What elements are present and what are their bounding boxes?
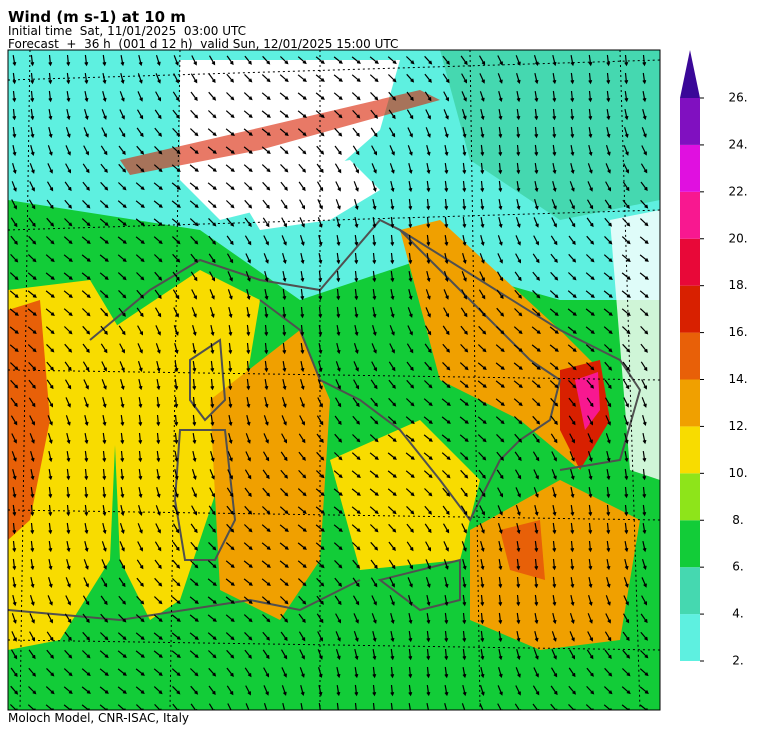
map-title: Wind (m s-1) at 10 m <box>8 8 186 26</box>
colorbar-label: 4. <box>732 607 743 621</box>
colorbar-band <box>680 238 700 286</box>
wind-field <box>400 220 600 470</box>
forecast-time: Forecast + 36 h (001 d 12 h) valid Sun, … <box>8 37 398 51</box>
colorbar-band <box>680 144 700 192</box>
map <box>8 50 660 710</box>
colorbar-band <box>680 426 700 474</box>
initial-time: Initial time Sat, 11/01/2025 03:00 UTC <box>8 24 246 38</box>
colorbar-band <box>680 285 700 333</box>
colorbar-label: 24. <box>728 137 747 151</box>
colorbar-band <box>680 98 700 145</box>
colorbar-band <box>680 567 700 615</box>
colorbar-band <box>680 614 700 661</box>
colorbar-label: 26. <box>728 91 747 105</box>
wind-field <box>110 270 260 620</box>
graticule <box>8 50 660 710</box>
wind-field <box>440 50 660 220</box>
colorbar-label: 16. <box>728 325 747 339</box>
wind-field <box>470 480 640 650</box>
colorbar-band <box>680 191 700 239</box>
wind-arrows <box>9 54 649 710</box>
footer: Moloch Model, CNR-ISAC, Italy <box>8 711 189 725</box>
colorbar-band <box>680 379 700 427</box>
colorbar-extension <box>680 50 700 98</box>
colorbar-label: 6. <box>732 560 743 574</box>
colorbar-band <box>680 332 700 380</box>
colorbar-label: 18. <box>728 278 747 292</box>
wind-field <box>8 300 50 540</box>
colorbar-label: 10. <box>728 466 747 480</box>
wind-field <box>500 520 545 580</box>
wind-field <box>330 420 480 570</box>
colorbar-label: 8. <box>732 513 743 527</box>
colorbar-label: 20. <box>728 231 747 245</box>
map-frame <box>7 49 661 711</box>
wind-field <box>575 372 600 430</box>
wind-field <box>120 90 440 175</box>
colorbar-label: 22. <box>728 184 747 198</box>
colorbar-label: 14. <box>728 372 747 386</box>
colorbar-band <box>680 520 700 568</box>
wind-field <box>210 330 330 620</box>
colorbar-band <box>680 473 700 521</box>
colorbar-label: 2. <box>732 654 743 668</box>
colorbar: 2. 4. 6. 8. 10. 12. 14. 16. 18. 20. 22. 24. 26. <box>680 50 748 668</box>
no-data-area <box>230 160 380 230</box>
wind-arrow <box>9 54 649 710</box>
colorbar-label: 12. <box>728 419 747 433</box>
